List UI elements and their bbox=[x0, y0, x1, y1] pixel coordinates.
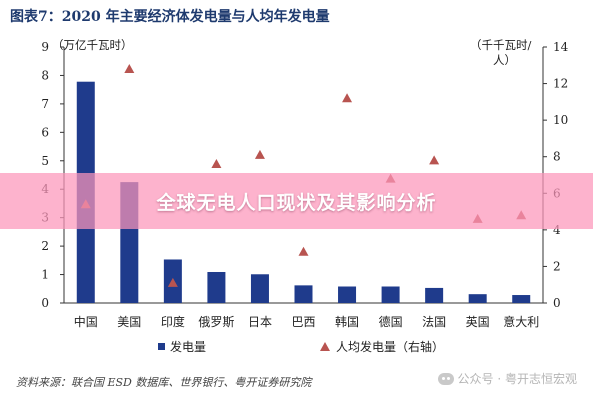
x-tick-label: 中国 bbox=[74, 314, 98, 329]
right-tick-label: 14 bbox=[553, 40, 569, 54]
left-tick-label: 2 bbox=[41, 239, 49, 253]
bar-英国 bbox=[468, 294, 487, 303]
right-tick-label: 10 bbox=[553, 113, 568, 127]
left-tick-label: 5 bbox=[41, 154, 49, 168]
chart-title: 图表7：2020 年主要经济体发电量与人均年发电量 bbox=[10, 9, 330, 25]
marker-日本 bbox=[254, 149, 265, 159]
left-axis-label: （万亿千瓦时） bbox=[52, 38, 133, 52]
x-tick-label: 巴西 bbox=[291, 315, 315, 329]
watermark: 公众号 · 粤开志恒宏观 bbox=[437, 370, 577, 387]
right-tick-label: 8 bbox=[553, 150, 561, 164]
right-tick-label: 4 bbox=[553, 223, 561, 237]
marker-美国 bbox=[124, 63, 135, 73]
marker-韩国 bbox=[342, 93, 353, 103]
watermark-text: 公众号 · 粤开志恒宏观 bbox=[457, 372, 577, 386]
source-note: 资料来源：联合国 ESD 数据库、世界银行、粤开证券研究院 bbox=[16, 376, 312, 389]
wechat-icon bbox=[437, 372, 454, 385]
bar-德国 bbox=[381, 286, 400, 303]
x-tick-label: 法国 bbox=[422, 315, 446, 329]
right-tick-label: 0 bbox=[553, 296, 561, 310]
overlay-banner: 全球无电人口现状及其影响分析 bbox=[0, 173, 593, 229]
right-tick-label: 12 bbox=[553, 77, 568, 91]
bar-法国 bbox=[425, 287, 444, 303]
x-tick-label: 俄罗斯 bbox=[198, 315, 234, 329]
right-tick-label: 2 bbox=[553, 259, 561, 273]
x-tick-label: 日本 bbox=[248, 315, 272, 329]
marker-印度 bbox=[167, 277, 178, 287]
x-tick-label: 德国 bbox=[379, 314, 403, 329]
left-tick-label: 1 bbox=[41, 268, 49, 282]
marker-法国 bbox=[429, 155, 440, 165]
legend-marker-swatch bbox=[320, 342, 330, 351]
legend-bar-label: 发电量 bbox=[170, 339, 206, 354]
left-tick-label: 9 bbox=[41, 40, 49, 54]
right-axis-label-line1: （千千瓦时/ bbox=[470, 38, 531, 52]
x-tick-label: 美国 bbox=[117, 315, 141, 329]
bar-韩国 bbox=[338, 286, 357, 303]
x-tick-label: 英国 bbox=[466, 315, 490, 329]
x-tick-label: 意大利 bbox=[503, 314, 539, 329]
bar-巴西 bbox=[294, 285, 313, 303]
bar-日本 bbox=[250, 274, 269, 303]
x-tick-label: 印度 bbox=[161, 314, 185, 329]
legend-bar-swatch bbox=[158, 343, 165, 350]
left-tick-label: 0 bbox=[41, 296, 49, 310]
left-tick-label: 8 bbox=[41, 68, 49, 82]
legend: 发电量 人均发电量（右轴） bbox=[158, 339, 444, 354]
bar-俄罗斯 bbox=[207, 271, 226, 303]
right-axis-label-line2: 人） bbox=[493, 53, 516, 67]
banner-text: 全球无电人口现状及其影响分析 bbox=[156, 191, 437, 214]
x-tick-label: 韩国 bbox=[335, 314, 359, 329]
marker-俄罗斯 bbox=[211, 159, 222, 169]
left-tick-label: 7 bbox=[41, 97, 49, 111]
x-tick-labels: 中国 美国 印度 俄罗斯 日本 巴西 韩国 德国 法国 英国 意大利 bbox=[74, 314, 539, 329]
legend-marker-label: 人均发电量（右轴） bbox=[336, 339, 444, 354]
left-tick-label: 6 bbox=[41, 125, 49, 139]
bar-意大利 bbox=[512, 295, 531, 303]
marker-巴西 bbox=[298, 246, 309, 256]
